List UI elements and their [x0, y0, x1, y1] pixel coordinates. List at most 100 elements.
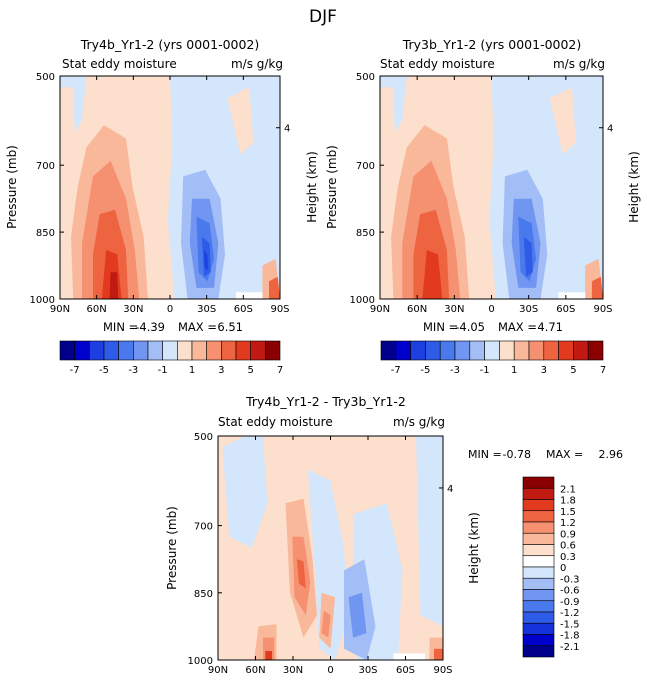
panel-b-colorbar: -7 -5 -3 -1 1 3 5 7: [380, 340, 606, 376]
y-tick-label: 1000: [188, 656, 213, 667]
panel-diff-subtitle-right: m/s g/kg: [393, 415, 445, 429]
colorbar-label: 7: [600, 365, 606, 376]
colorbar-label: 7: [277, 365, 283, 376]
colorbar-swatch: [221, 340, 237, 361]
contour-region: [558, 292, 586, 299]
colorbar-swatch: [528, 340, 545, 361]
colorbar-label: -0.9: [560, 597, 580, 608]
right-axis-tick-label: 4: [607, 124, 613, 135]
panel-diff-colorbar: 2.11.81.51.20.90.60.30-0.3-0.6-0.9-1.2-1…: [522, 476, 580, 658]
x-tick-label: 60S: [556, 304, 575, 315]
panel-b-contours: [380, 76, 603, 299]
panel-a-max-label: MAX =: [178, 320, 217, 334]
y-tick-label: 700: [36, 161, 55, 172]
x-tick-label: 90N: [370, 304, 390, 315]
colorbar-swatch: [522, 566, 555, 579]
colorbar-label: -0.6: [560, 586, 580, 597]
y-tick-label: 850: [356, 228, 375, 239]
colorbar-label: -2.1: [560, 642, 580, 653]
contour-region: [416, 436, 443, 627]
panel-diff-min-value: -0.78: [503, 448, 531, 461]
panel-diff-axes: 90N 60N 30N 0 30S 60S 90S 500 700 850 1000 4: [188, 432, 454, 676]
colorbar-swatch: [558, 340, 574, 361]
colorbar-label: -0.3: [560, 574, 580, 585]
contour-region: [321, 610, 331, 638]
panel-diff: Try4b_Yr1-2 - Try3b_Yr1-2 Stat eddy mois…: [165, 394, 623, 676]
colorbar-swatch: [250, 340, 266, 361]
panel-diff-title: Try4b_Yr1-2 - Try3b_Yr1-2: [245, 394, 406, 409]
panel-b: Try3b_Yr1-2 (yrs 0001-0002) Stat eddy mo…: [325, 37, 641, 376]
panel-b-ylabel: Pressure (mb): [325, 145, 339, 229]
contour-region: [308, 469, 349, 660]
colorbar-swatch: [162, 340, 178, 361]
colorbar-swatch: [513, 340, 530, 361]
colorbar-swatch: [587, 340, 604, 361]
panel-a-max-value: 6.51: [217, 320, 243, 334]
colorbar-label: 3: [541, 365, 547, 376]
colorbar-label: -3: [450, 365, 460, 376]
panel-diff-subtitle-left: Stat eddy moisture: [218, 415, 333, 429]
colorbar-swatch: [543, 340, 559, 361]
y-tick-label: 1000: [30, 295, 55, 306]
colorbar-swatch: [522, 532, 555, 545]
colorbar-swatch: [469, 340, 485, 361]
colorbar-swatch: [522, 634, 555, 647]
panel-b-subtitle-right: m/s g/kg: [553, 57, 605, 71]
colorbar-label: -5: [420, 365, 430, 376]
contour-region: [348, 592, 367, 638]
colorbar-swatch: [425, 340, 441, 361]
colorbar-swatch: [522, 611, 555, 624]
contour-region: [523, 236, 533, 277]
colorbar-swatch: [522, 589, 555, 602]
colorbar-swatch: [499, 340, 515, 361]
colorbar-label: -3: [128, 365, 138, 376]
panel-a-contours: [60, 76, 280, 299]
contour-region: [549, 87, 577, 155]
colorbar-label: 5: [570, 365, 576, 376]
colorbar-label: -1.8: [560, 631, 580, 642]
panel-a-title: Try4b_Yr1-2 (yrs 0001-0002): [80, 37, 260, 52]
colorbar-swatch: [454, 340, 471, 361]
panel-b-subtitle-left: Stat eddy moisture: [380, 57, 495, 71]
colorbar-swatch: [522, 510, 555, 523]
contour-region: [591, 276, 603, 299]
colorbar-swatch: [522, 600, 555, 613]
y-tick-label: 1000: [350, 295, 375, 306]
colorbar-label: -1.2: [560, 608, 580, 619]
colorbar-label: 3: [218, 365, 224, 376]
x-tick-label: 30N: [123, 304, 143, 315]
panel-diff-min-label: MIN =: [468, 448, 502, 461]
x-tick-label: 60S: [396, 665, 415, 676]
contour-region: [236, 292, 263, 299]
y-tick-label: 850: [36, 228, 55, 239]
colorbar-label: 1.5: [560, 507, 576, 518]
panel-b-plot: [380, 76, 603, 299]
x-tick-label: 0: [167, 304, 173, 315]
contour-region: [393, 653, 425, 660]
colorbar-swatch: [380, 340, 397, 361]
colorbar-swatch: [522, 487, 555, 500]
colorbar-label: 0.6: [560, 541, 576, 552]
panel-a-min-label: MIN =: [103, 320, 138, 334]
colorbar-label: 0.9: [560, 529, 576, 540]
colorbar-label: -1: [158, 365, 168, 376]
colorbar-label: 1: [511, 365, 517, 376]
x-tick-label: 90S: [593, 304, 612, 315]
contour-region: [265, 651, 272, 660]
y-tick-label: 850: [194, 589, 213, 600]
panel-a-ylabel: Pressure (mb): [5, 145, 19, 229]
panel-a-ylabel-right: Height (km): [305, 151, 319, 222]
colorbar-swatch: [147, 340, 163, 361]
panel-a-min-value: -4.39: [135, 320, 165, 334]
colorbar-label: 2.1: [560, 484, 576, 495]
panel-b-ylabel-right: Height (km): [627, 151, 641, 222]
colorbar-label: 1: [189, 365, 195, 376]
panel-a: Try4b_Yr1-2 (yrs 0001-0002) Stat eddy mo…: [5, 37, 319, 376]
x-tick-label: 90N: [208, 665, 228, 676]
x-tick-label: 90N: [50, 304, 70, 315]
colorbar-swatch: [177, 340, 193, 361]
right-axis-tick-label: 4: [447, 484, 453, 495]
colorbar-label: -5: [99, 365, 109, 376]
